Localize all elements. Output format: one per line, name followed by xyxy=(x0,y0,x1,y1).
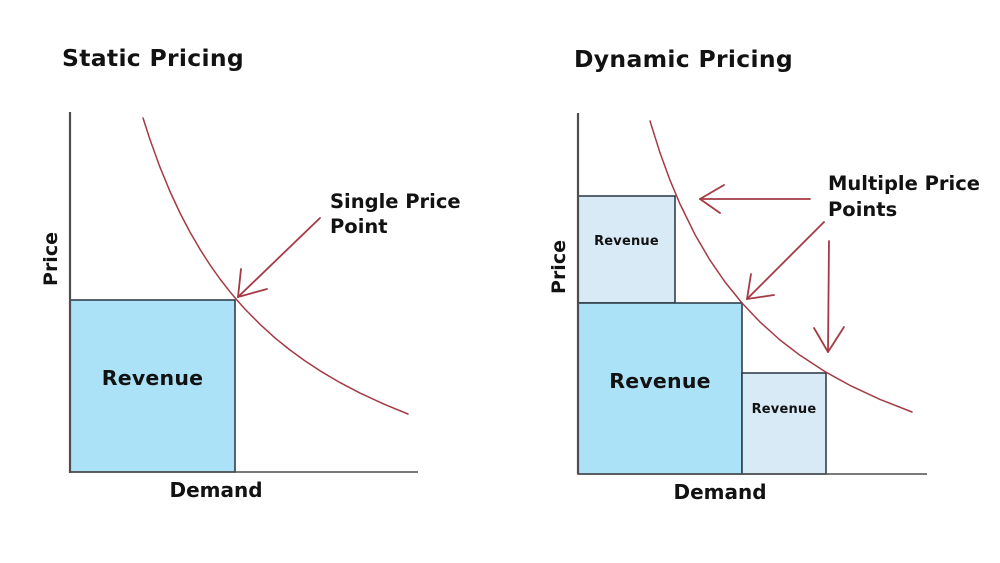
static-y-axis-label: Price xyxy=(40,232,62,286)
dynamic-revenue-label-middle: Revenue xyxy=(609,369,711,393)
dynamic-revenue-box-middle xyxy=(577,302,743,475)
static-revenue-label: Revenue xyxy=(101,366,204,390)
multiple-price-points-arrow-3 xyxy=(813,240,845,353)
dynamic-revenue-box-bottom-right xyxy=(741,372,827,475)
dynamic-panel-title: Dynamic Pricing xyxy=(574,45,793,73)
multiple-price-points-arrow-2 xyxy=(746,221,825,300)
dynamic-y-axis-label: Price xyxy=(548,240,570,294)
static-annotation-line-1: Single Price xyxy=(330,190,461,213)
static-revenue-box xyxy=(69,299,236,473)
dynamic-demand-curve xyxy=(649,120,913,413)
dynamic-annotation-line-1: Multiple Price xyxy=(828,172,981,195)
static-annotation: Single Price Point xyxy=(330,189,461,239)
dynamic-panel-graphics xyxy=(576,113,927,475)
static-x-axis-label: Demand xyxy=(169,478,263,502)
dynamic-revenue-label-bottom-right: Revenue xyxy=(751,402,817,417)
dynamic-annotation-line-2: Points xyxy=(828,198,898,221)
static-demand-curve xyxy=(142,117,409,415)
static-annotation-line-2: Point xyxy=(330,215,388,238)
static-panel-graphics xyxy=(68,112,418,473)
dynamic-annotation: Multiple Price Points xyxy=(828,171,980,223)
dynamic-revenue-label-top: Revenue xyxy=(594,234,659,249)
static-panel-title: Static Pricing xyxy=(62,44,245,72)
single-price-point-arrow xyxy=(237,217,321,298)
dynamic-x-axis-label: Demand xyxy=(673,480,767,504)
dynamic-revenue-box-top xyxy=(577,195,676,304)
multiple-price-points-arrow-1 xyxy=(699,184,811,214)
